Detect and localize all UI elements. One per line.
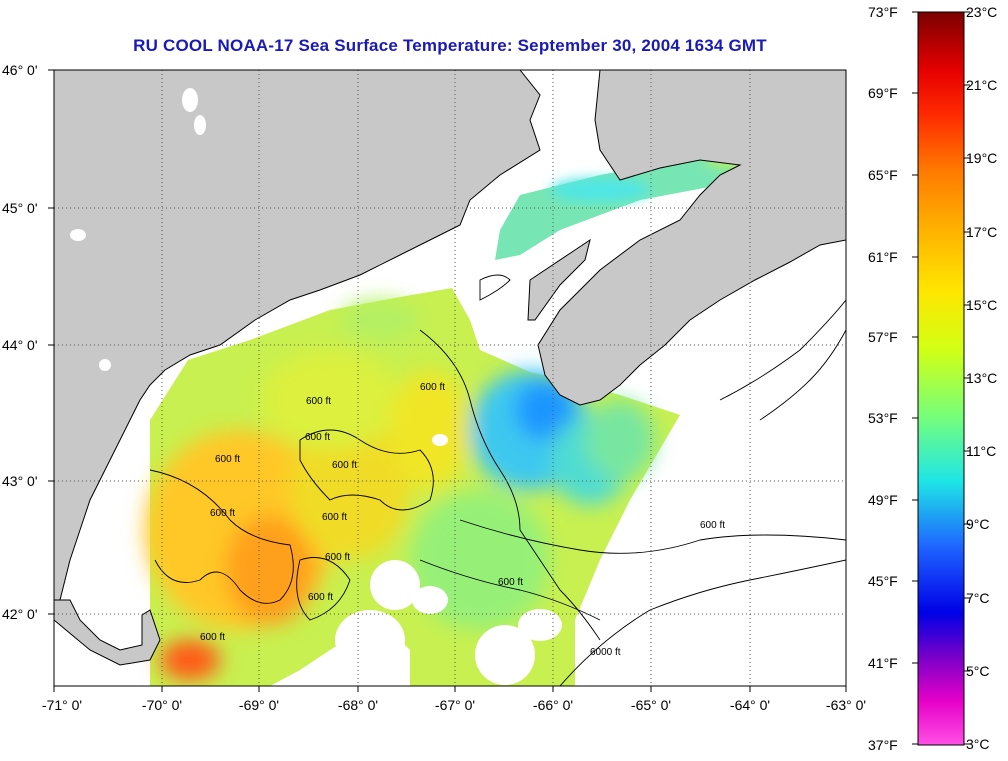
- map-ticks: [48, 69, 847, 692]
- colorbar-f-label: 37°F: [868, 737, 898, 753]
- contour-label: 600 ft: [700, 520, 725, 531]
- lon-label: -65° 0': [630, 697, 672, 713]
- colorbar-f-label: 69°F: [868, 85, 898, 101]
- colorbar-c-label: 17°C: [966, 224, 998, 240]
- colorbar-c-label: 15°C: [966, 297, 998, 313]
- contour-label: 600 ft: [305, 432, 330, 443]
- contour-label: 6000 ft: [590, 647, 621, 658]
- colorbar-c-label: 19°C: [966, 150, 998, 166]
- lat-label: 45° 0': [2, 200, 38, 216]
- contour-label: 600 ft: [322, 512, 347, 523]
- colorbar-c-label: 9°C: [966, 516, 990, 532]
- contour-label: 600 ft: [200, 632, 225, 643]
- colorbar-gradient: [917, 11, 965, 746]
- colorbar-c-label: 11°C: [966, 443, 997, 459]
- lon-label: -71° 0': [41, 697, 83, 713]
- contour-label: 600 ft: [332, 460, 357, 471]
- colorbar-f-label: 45°F: [868, 573, 898, 589]
- graticule: [54, 70, 846, 686]
- colorbar-c-label: 23°C: [966, 4, 998, 20]
- colorbar-f-label: 57°F: [868, 329, 898, 345]
- colorbar-f-label: 53°F: [868, 410, 898, 426]
- contour-label: 600 ft: [498, 577, 523, 588]
- lon-label: -69° 0': [238, 697, 280, 713]
- lon-label: -64° 0': [729, 697, 771, 713]
- lat-label: 46° 0': [2, 62, 38, 78]
- lon-label: -67° 0': [434, 697, 476, 713]
- lon-label: -68° 0': [337, 697, 379, 713]
- colorbar-f-label: 41°F: [868, 655, 898, 671]
- colorbar-c-label: 21°C: [966, 77, 998, 93]
- colorbar-f-label: 61°F: [868, 249, 898, 265]
- contour-label: 600 ft: [306, 396, 331, 407]
- contour-label: 600 ft: [325, 552, 350, 563]
- contour-label: 600 ft: [308, 592, 333, 603]
- map-frame: [53, 69, 847, 687]
- lat-label: 43° 0': [2, 473, 38, 489]
- lon-label: -63° 0': [825, 697, 867, 713]
- colorbar-f-label: 73°F: [868, 4, 898, 20]
- chart-title: RU COOL NOAA-17 Sea Surface Temperature:…: [133, 36, 767, 55]
- colorbar-c-label: 3°C: [966, 736, 990, 752]
- colorbar-f-label: 49°F: [868, 492, 898, 508]
- colorbar-c-label: 7°C: [966, 590, 990, 606]
- lat-label: 44° 0': [2, 337, 38, 353]
- lon-label: -66° 0': [532, 697, 574, 713]
- contour-label: 600 ft: [215, 454, 240, 465]
- depth-contours: [149, 274, 846, 686]
- lon-label: -70° 0': [141, 697, 183, 713]
- contour-label: 600 ft: [420, 382, 445, 393]
- contour-label: 600 ft: [210, 508, 235, 519]
- lat-label: 42° 0': [2, 606, 38, 622]
- colorbar-c-label: 13°C: [966, 370, 998, 386]
- colorbar-f-label: 65°F: [868, 167, 898, 183]
- colorbar-c-label: 5°C: [966, 663, 990, 679]
- sst-swath: [145, 153, 800, 686]
- colorbar-ticks: [912, 11, 970, 745]
- inland-lakes: [70, 88, 841, 371]
